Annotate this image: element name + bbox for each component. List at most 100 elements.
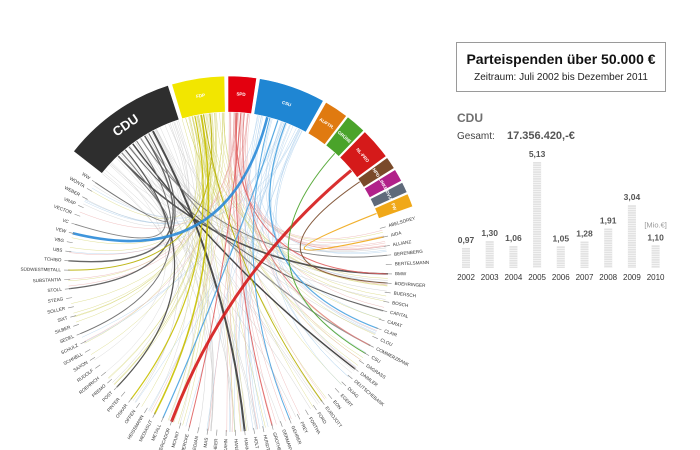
chord-link[interactable]: [75, 152, 166, 239]
donor-label[interactable]: MAS: [203, 437, 209, 448]
chord-link[interactable]: [151, 130, 246, 432]
party-arc-7[interactable]: [357, 157, 395, 188]
donor-label[interactable]: STOLL: [47, 287, 62, 294]
donor-label[interactable]: MERCKE: [180, 433, 190, 450]
donor-label[interactable]: POST: [101, 390, 113, 403]
bar-value-label: 1,28: [576, 229, 593, 239]
donor-label[interactable]: FORD: [316, 411, 328, 425]
bar-2010[interactable]: [651, 245, 660, 269]
donor-label[interactable]: CLAIR: [383, 328, 398, 338]
bar-2007[interactable]: [580, 241, 589, 268]
donor-label[interactable]: VECTOR: [53, 204, 73, 216]
donor-label[interactable]: MEDIAN: [191, 436, 199, 450]
donor-label[interactable]: HUNDT: [262, 434, 270, 450]
donor-label[interactable]: EON: [332, 399, 342, 410]
chord-link[interactable]: [269, 122, 378, 330]
chord-link[interactable]: [139, 137, 388, 258]
bar-2006[interactable]: [556, 246, 565, 268]
party-arc-8[interactable]: [364, 169, 402, 199]
chord-link[interactable]: [188, 112, 242, 428]
party-arc-9[interactable]: [369, 182, 408, 208]
donor-label[interactable]: AIDA: [390, 230, 402, 237]
bar-2005[interactable]: [533, 162, 542, 268]
chord-link-faint: [71, 114, 204, 245]
party-arc-1[interactable]: [171, 75, 226, 120]
donor-label[interactable]: CSU: [371, 355, 382, 364]
donor-label[interactable]: VC: [62, 218, 70, 225]
donor-label[interactable]: WW: [81, 171, 92, 180]
donor-label[interactable]: METALL: [150, 423, 162, 441]
donor-label[interactable]: GROTHE: [272, 432, 282, 450]
chord-link[interactable]: [303, 212, 385, 251]
party-arc-4[interactable]: [307, 101, 347, 145]
donor-label[interactable]: HAHN: [243, 438, 249, 450]
chord-link[interactable]: [202, 113, 323, 402]
bar-2004[interactable]: [509, 246, 518, 268]
chord-link[interactable]: [162, 119, 279, 419]
donor-label[interactable]: BOEHRINGER: [394, 281, 426, 288]
donor-label[interactable]: SILBER: [54, 324, 72, 334]
donor-label[interactable]: VEW: [55, 226, 67, 234]
donor-label[interactable]: FREY: [299, 421, 309, 434]
donor-label[interactable]: STEAG: [47, 296, 64, 304]
chord-link[interactable]: [68, 132, 176, 290]
donor-label[interactable]: ABELSOREY: [388, 216, 416, 228]
donor-label[interactable]: LIEDHEER: [212, 438, 219, 450]
donor-label[interactable]: UBS: [53, 247, 63, 253]
donor-label[interactable]: BERENBERG: [394, 249, 424, 257]
party-arc-3[interactable]: [253, 78, 324, 133]
chord-link[interactable]: [116, 149, 176, 388]
bar-2002[interactable]: [462, 247, 470, 268]
bar-2008[interactable]: [604, 228, 613, 268]
chord-link[interactable]: [287, 152, 366, 355]
donor-label[interactable]: CLOU: [380, 337, 394, 347]
donor-label[interactable]: TCHIBO: [44, 256, 62, 262]
chord-link[interactable]: [235, 112, 273, 426]
donor-label[interactable]: BMW: [395, 271, 407, 276]
chord-link[interactable]: [68, 135, 174, 263]
donor-label[interactable]: CAPITAL: [390, 310, 410, 320]
donor-label[interactable]: BOSCH: [392, 300, 409, 308]
party-arc-5[interactable]: [325, 116, 365, 157]
party-arc-2[interactable]: [227, 75, 257, 115]
donor-label[interactable]: SEDEL: [59, 334, 75, 345]
donor-label[interactable]: MOUNT: [171, 430, 181, 448]
donor-label[interactable]: SOLLER: [47, 306, 66, 315]
donor-label[interactable]: KAHN: [223, 439, 228, 450]
chord-link[interactable]: [242, 112, 371, 346]
chord-link[interactable]: [80, 140, 172, 335]
donor-label[interactable]: SIXT: [57, 315, 68, 323]
donor-label[interactable]: VBG: [54, 237, 65, 244]
donor-label[interactable]: SUBSTANTIA: [33, 277, 63, 283]
chord-link[interactable]: [143, 135, 371, 346]
donor-label[interactable]: ALLIANZ: [392, 239, 411, 247]
bar-2003[interactable]: [485, 241, 494, 268]
donor-label[interactable]: VRAP: [63, 196, 76, 206]
donor-label[interactable]: DUAG: [347, 386, 360, 399]
donor-label[interactable]: COMMERZBANK: [375, 346, 410, 368]
donor-label[interactable]: HANSENS: [234, 439, 240, 450]
donor-label[interactable]: BUERSCH: [393, 291, 416, 299]
donor-label[interactable]: SÜDWESTMETALL: [20, 266, 61, 272]
party-arc-6[interactable]: [339, 131, 387, 178]
chord-link[interactable]: [299, 181, 388, 284]
chord-link[interactable]: [128, 146, 384, 312]
party-arc-0[interactable]: [73, 85, 180, 174]
donor-label[interactable]: BERTELSMANN: [395, 260, 430, 267]
chord-link[interactable]: [72, 116, 269, 243]
chord-link[interactable]: [235, 112, 388, 275]
party-arc-10[interactable]: [374, 193, 414, 219]
chord-link[interactable]: [170, 169, 353, 423]
donor-label[interactable]: HOLT: [253, 436, 260, 449]
chord-link[interactable]: [153, 114, 210, 415]
donor-label[interactable]: GERMANY: [281, 429, 293, 450]
bar-2009[interactable]: [627, 205, 636, 268]
chord-link[interactable]: [130, 115, 204, 400]
donor-label[interactable]: WEBER: [64, 185, 82, 197]
donor-label[interactable]: CARAT: [387, 319, 403, 328]
donor-label[interactable]: EUROJOTT: [324, 405, 343, 428]
chord-link[interactable]: [95, 155, 169, 222]
chord-link-faint: [84, 114, 259, 224]
donor-label[interactable]: GEHRER: [290, 425, 302, 446]
